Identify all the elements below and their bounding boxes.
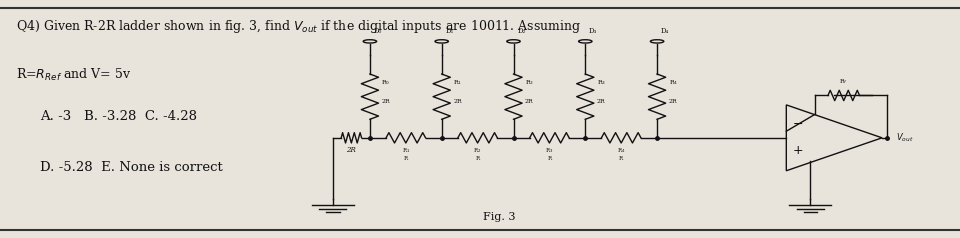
Text: D₂: D₂ [517, 28, 525, 35]
Text: R$_2$: R$_2$ [525, 78, 534, 87]
Text: D. -5.28  E. None is correct: D. -5.28 E. None is correct [39, 161, 223, 174]
Text: R$_0$: R$_0$ [381, 78, 391, 87]
Text: R=$R_{Ref}$ and V= 5v: R=$R_{Ref}$ and V= 5v [15, 67, 132, 83]
Text: 2R: 2R [668, 99, 677, 104]
Text: 2R: 2R [453, 99, 462, 104]
Text: 2R: 2R [525, 99, 534, 104]
Text: +: + [793, 144, 804, 157]
Text: R$_3$
R: R$_3$ R [545, 146, 554, 161]
Text: A. -3   B. -3.28  C. -4.28: A. -3 B. -3.28 C. -4.28 [39, 109, 197, 123]
Text: $V_{out}$: $V_{out}$ [897, 132, 914, 144]
Text: Fig. 3: Fig. 3 [483, 213, 516, 223]
Text: R$_1$
R: R$_1$ R [401, 146, 410, 161]
Text: R$_f$: R$_f$ [839, 77, 849, 86]
Text: −: − [793, 118, 804, 131]
Text: R$_1$: R$_1$ [453, 78, 463, 87]
Text: D₁: D₁ [445, 28, 454, 35]
Text: 2R: 2R [381, 99, 390, 104]
Text: 2R: 2R [347, 146, 356, 154]
Text: Q4) Given R-2R ladder shown in fig. 3, find $V_{out}$ if the digital inputs are : Q4) Given R-2R ladder shown in fig. 3, f… [15, 18, 581, 35]
Text: R$_3$: R$_3$ [597, 78, 606, 87]
Text: R$_4$
R: R$_4$ R [617, 146, 625, 161]
Text: D₄: D₄ [660, 28, 669, 35]
Text: D₃: D₃ [589, 28, 597, 35]
Text: D₀: D₀ [373, 28, 382, 35]
Text: R$_2$
R: R$_2$ R [473, 146, 482, 161]
Text: R$_4$: R$_4$ [668, 78, 678, 87]
Text: 2R: 2R [597, 99, 606, 104]
